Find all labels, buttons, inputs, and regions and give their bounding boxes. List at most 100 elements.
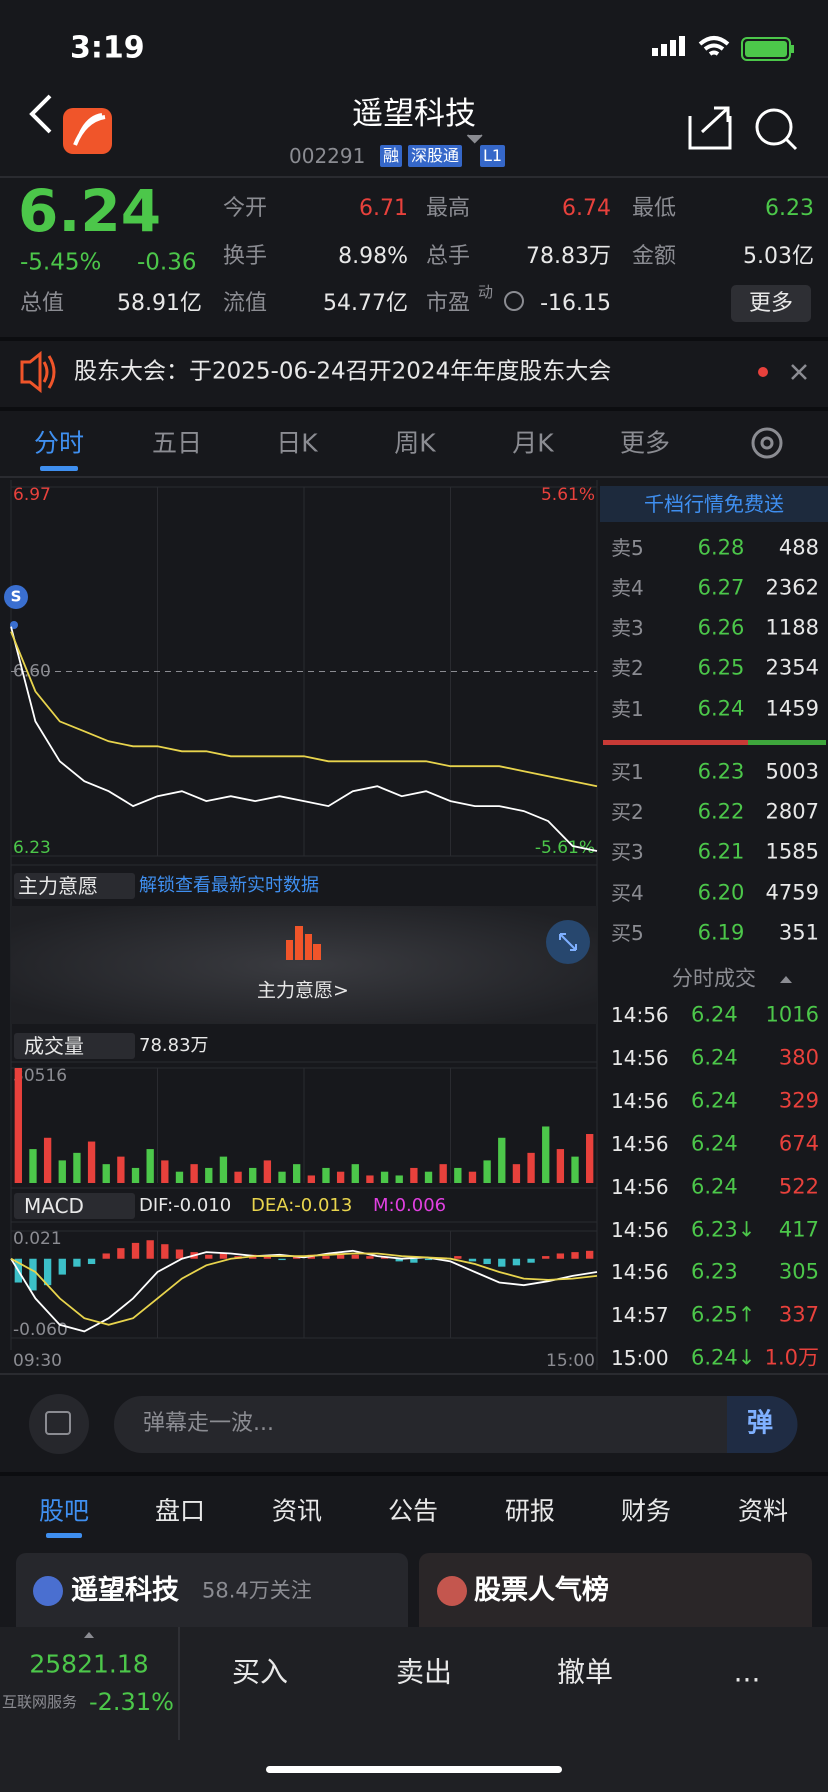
close-icon[interactable] [791,364,807,380]
danmaku-button-label[interactable]: 弹 [746,1408,774,1439]
more-label[interactable]: 更多 [748,290,794,316]
field-label: 总手 [426,243,471,269]
volume-bar [29,1149,37,1183]
bottom-tab[interactable]: 资料 [737,1496,789,1526]
bottom-tab[interactable]: 研报 [504,1496,556,1526]
promo-text[interactable]: 主力意愿> [257,979,349,1002]
stock-card[interactable] [16,1553,408,1643]
card-title[interactable]: 股票人气榜 [474,1575,609,1607]
trade-volume: 329 [778,1088,819,1113]
back-icon[interactable] [29,94,52,134]
panel-title[interactable]: 成交量 [24,1034,84,1058]
order-book-banner[interactable] [600,486,828,522]
tab[interactable]: 周K [394,428,436,458]
banner-text[interactable]: 千档行情免费送 [644,492,784,516]
field-value: 54.77亿 [323,290,408,316]
macd-bar [146,1240,154,1259]
macd-dif: DIF:-0.010 [139,1195,232,1217]
macd-bar [87,1258,96,1265]
promo-box[interactable] [11,906,597,1024]
bottom-tab[interactable]: 资讯 [271,1496,323,1526]
status-time: 3:19 [70,30,145,66]
macd-bar [380,1257,389,1259]
panel-dropdown[interactable] [14,1033,135,1059]
level-label: 卖3 [611,616,644,640]
volume-bar [527,1152,535,1183]
sort-icon[interactable] [780,976,792,983]
level-price: 6.24 [697,696,745,721]
macd-bar [586,1250,594,1259]
panel-title[interactable]: 主力意愿 [18,874,98,898]
volume-bar [87,1141,96,1183]
volume-bar [424,1171,433,1183]
danmaku-placeholder[interactable]: 弹幕走一波... [143,1410,274,1436]
settings-icon[interactable] [751,427,783,459]
level-label: 买2 [611,800,644,824]
macd-bar [351,1254,359,1259]
volume-bar [571,1156,579,1183]
trade-volume: 337 [778,1302,819,1327]
share-icon[interactable] [688,106,732,150]
y2-tick-label: -5.61% [535,838,595,858]
more-button[interactable] [731,285,811,322]
macd-bar [410,1258,418,1263]
signal-label: S [11,588,22,606]
panel-dropdown[interactable] [14,1193,135,1219]
tab[interactable]: 月K [512,428,554,458]
volume-bar [556,1149,565,1183]
macd-bar [498,1258,506,1267]
bottom-tab[interactable]: 盘口 [154,1496,206,1526]
bottom-tab[interactable]: 财务 [620,1496,672,1526]
tab[interactable]: 分时 [33,428,85,458]
battery-icon [741,37,794,61]
trades-title[interactable]: 分时成交 [672,966,756,991]
level-volume: 1459 [765,696,819,721]
panel-dropdown[interactable] [14,873,135,899]
notice-text[interactable]: 股东大会：于2025-06-24召开2024年年度股东大会 [74,358,612,385]
level-label: 卖1 [611,697,644,721]
macd-bar [175,1249,184,1259]
trade-price: 6.24↓ [691,1345,756,1370]
stock-code: 002291 [289,145,365,167]
volume-bar [483,1160,491,1183]
danmaku-settings[interactable] [29,1394,89,1454]
danmaku-input[interactable] [114,1396,797,1453]
charts: S 6.97 6.60 6.23 5.61% -5.61% 09:30 15:00 30516 0… [4,485,598,1371]
trade-time: 14:56 [611,1088,669,1113]
unlock-link[interactable]: 解锁查看最新实时数据 [139,875,319,897]
volume-bar [161,1160,169,1183]
tab[interactable]: 五日 [151,428,203,458]
panel-title[interactable]: MACD [24,1194,84,1218]
action-button[interactable]: 卖出 [395,1655,453,1689]
trade-time: 14:56 [611,1260,669,1285]
tab[interactable]: 日K [276,428,318,458]
y-tick-label: 6.60 [13,662,51,682]
dropdown-icon[interactable] [466,134,483,144]
card-title[interactable]: 遥望科技 [71,1575,179,1607]
badge: 深股通 [408,145,463,167]
level-label: 卖4 [611,576,644,600]
trade-volume: 417 [778,1216,819,1241]
bottom-tab[interactable]: 公告 [387,1496,439,1526]
danmaku-button[interactable] [727,1396,798,1453]
volume-bar [468,1171,477,1183]
macd-dea: DEA:-0.013 [251,1195,353,1217]
rank-card[interactable] [419,1553,812,1643]
macd-bar [424,1258,433,1261]
x-tick-label: 09:30 [13,1351,62,1371]
tab[interactable]: 更多 [619,428,671,458]
level-volume: 351 [778,920,819,945]
macd-bar [322,1256,330,1259]
speaker-icon [20,350,56,394]
level-price: 6.26 [697,615,745,640]
level-volume: 4759 [765,880,819,905]
action-button[interactable]: 买入 [231,1655,289,1689]
bottom-tab[interactable]: 股吧 [38,1496,90,1526]
action-button[interactable]: ... [733,1655,761,1689]
trade-price: 6.24 [691,1174,738,1199]
macd-bar [454,1256,462,1259]
search-icon[interactable] [755,108,798,151]
action-button[interactable]: 撤单 [556,1655,614,1689]
trade-volume: 522 [778,1174,819,1199]
